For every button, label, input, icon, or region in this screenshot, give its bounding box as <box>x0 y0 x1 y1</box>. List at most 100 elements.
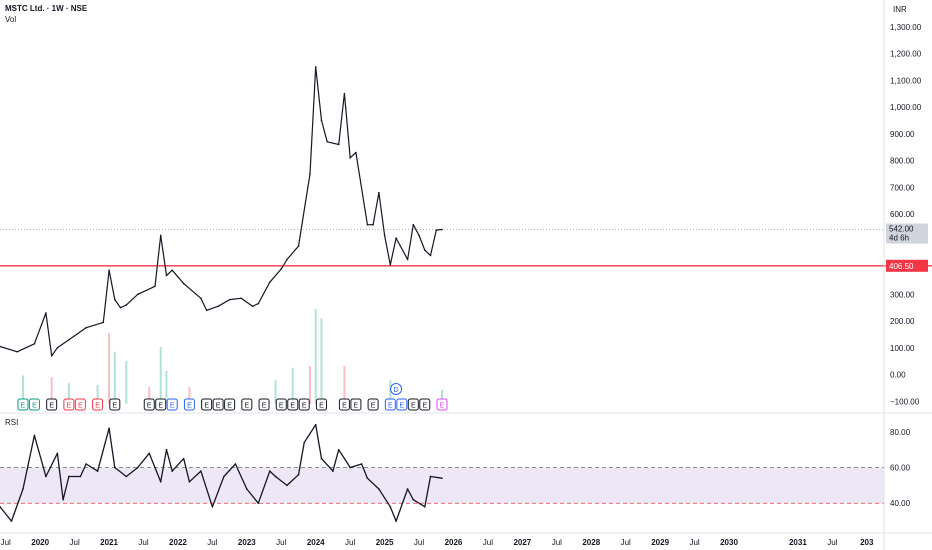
volume-bar <box>21 375 24 404</box>
price-tick-label: 100.00 <box>890 344 915 353</box>
earnings-badge-label: E <box>78 403 83 410</box>
rsi-point <box>45 475 47 478</box>
earnings-badge-label: E <box>440 403 445 410</box>
price-point <box>355 151 357 154</box>
price-tick-label: 1,200.00 <box>890 50 922 59</box>
rsi-point <box>96 470 99 472</box>
earnings-badge <box>275 398 287 411</box>
price-point <box>125 304 128 306</box>
price-tick-label: 800.00 <box>890 157 915 166</box>
rsi-point <box>406 488 409 490</box>
last-price-badge <box>886 223 928 244</box>
price-point <box>372 223 374 226</box>
rsi-point <box>171 470 174 472</box>
earnings-badge-label: E <box>354 403 359 410</box>
price-point <box>441 228 443 231</box>
earnings-badge <box>46 398 58 411</box>
price-point <box>406 258 409 261</box>
rsi-point <box>125 475 128 478</box>
volume-bar <box>67 383 70 404</box>
price-tick-label: 200.00 <box>890 317 915 326</box>
rsi-tick-label: 80.00 <box>890 428 911 437</box>
rsi-point <box>0 506 1 508</box>
price-point <box>228 298 231 301</box>
earnings-badge <box>224 398 236 411</box>
rsi-label[interactable]: RSI <box>5 418 19 427</box>
time-tick-label: 2028 <box>582 538 600 547</box>
volume-bar <box>389 380 392 404</box>
price-point <box>412 223 415 226</box>
earnings-badge <box>74 398 86 411</box>
time-tick-label: Jul <box>1 538 11 547</box>
price-point <box>33 342 36 345</box>
rsi-layer <box>0 423 884 522</box>
price-point <box>389 264 392 266</box>
price-point <box>0 345 1 348</box>
price-point <box>251 305 254 308</box>
symbol-title[interactable]: MSTC Ltd. · 1W · NSE <box>5 4 88 13</box>
rsi-point <box>320 457 323 460</box>
earnings-badge-label: E <box>302 403 307 410</box>
rsi-point <box>108 427 110 430</box>
earnings-badge <box>315 398 327 411</box>
price-point <box>50 355 53 357</box>
price-point <box>165 274 168 277</box>
volume-bar <box>308 366 311 404</box>
rsi-point <box>378 488 380 490</box>
price-point <box>429 254 432 257</box>
price-tick-label: 1,000.00 <box>890 103 922 112</box>
price-point <box>68 338 70 341</box>
rsi-point <box>165 448 168 451</box>
time-tick-label: Jul <box>138 538 148 547</box>
time-tick-label: Jul <box>827 538 837 547</box>
volume-label[interactable]: Vol <box>5 15 17 24</box>
earnings-badge <box>298 398 310 411</box>
rsi-point <box>286 484 288 487</box>
volume-bar <box>113 351 116 404</box>
price-point <box>343 92 346 95</box>
volume-bar <box>291 367 294 404</box>
price-point <box>119 306 122 309</box>
earnings-badge <box>109 398 121 411</box>
rsi-point <box>223 475 225 478</box>
price-point <box>200 297 202 300</box>
price-point <box>349 157 351 159</box>
price-point <box>378 191 380 194</box>
earnings-badge-label: E <box>422 403 427 410</box>
earnings-badge-label: E <box>319 403 324 410</box>
volume-bar <box>274 380 277 404</box>
earnings-badge <box>155 398 167 411</box>
time-tick-label: 2023 <box>238 538 256 547</box>
rsi-point <box>33 434 36 437</box>
price-point <box>383 234 386 237</box>
rsi-point <box>56 452 59 455</box>
earnings-badge-label: E <box>187 403 192 410</box>
price-point <box>366 223 369 226</box>
earnings-badge-label: E <box>21 403 26 410</box>
rsi-point <box>412 498 415 501</box>
price-point <box>16 351 19 353</box>
rsi-point <box>429 475 432 478</box>
rsi-point <box>68 475 70 478</box>
volume-bar <box>314 309 317 404</box>
price-point <box>314 66 317 68</box>
price-point <box>108 269 110 272</box>
time-tick-label: Jul <box>414 538 424 547</box>
rsi-tick-label: 60.00 <box>890 464 911 473</box>
earnings-badge <box>287 398 299 411</box>
time-tick-label: Jul <box>621 538 631 547</box>
time-tick-label: 203 <box>860 538 874 547</box>
price-series-line <box>0 66 443 357</box>
time-tick-label: Jul <box>207 538 217 547</box>
earnings-badge-label: E <box>158 403 163 410</box>
earnings-badge-label: E <box>32 403 37 410</box>
earnings-badge-label: E <box>411 403 416 410</box>
price-point <box>309 173 311 175</box>
rsi-point <box>200 470 202 472</box>
earnings-badge <box>63 398 75 411</box>
earnings-badge-label: E <box>399 403 404 410</box>
rsi-point <box>85 463 87 465</box>
